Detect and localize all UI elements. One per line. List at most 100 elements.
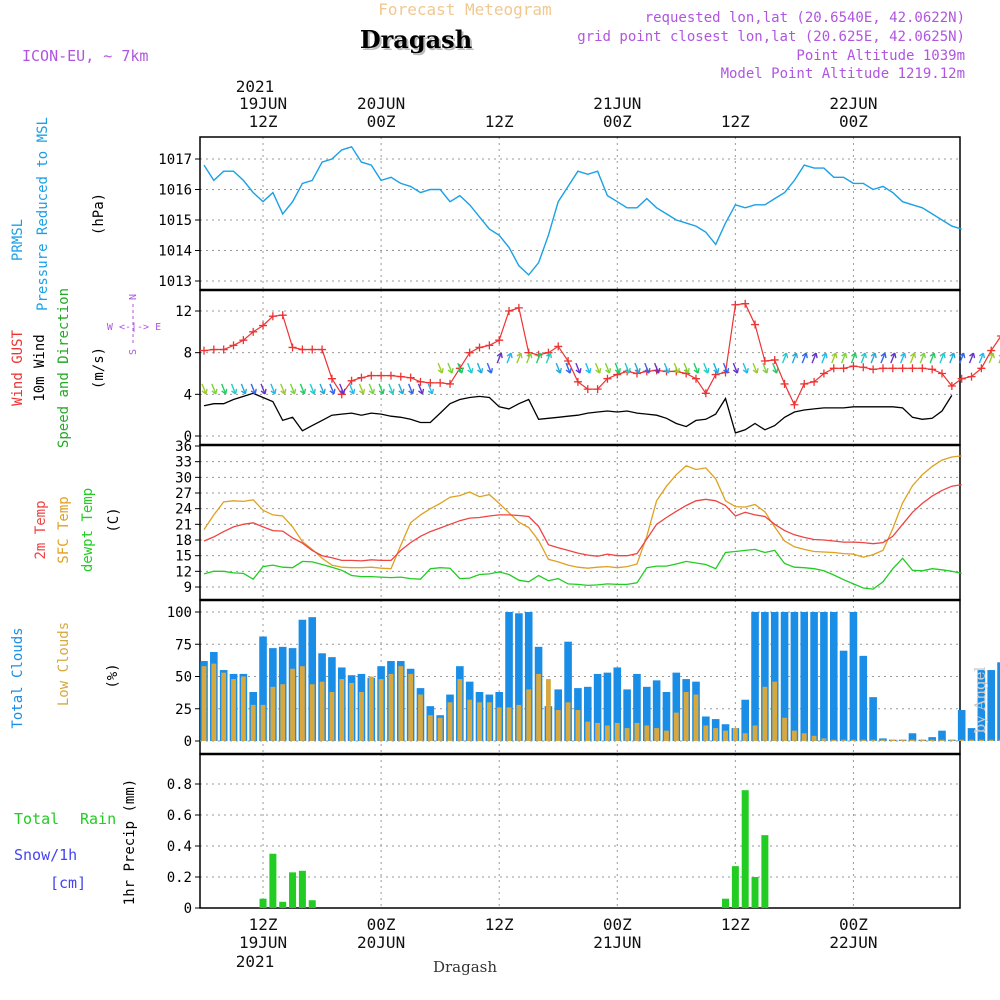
low-cloud-bar <box>792 730 797 741</box>
gust-marker <box>997 335 1000 337</box>
low-cloud-bar <box>516 704 522 741</box>
temp-series <box>203 455 962 590</box>
wind-arrow <box>683 362 689 374</box>
gust-marker <box>200 346 208 355</box>
low-cloud-bar <box>280 684 286 741</box>
gust-marker <box>465 348 474 357</box>
total-cloud-bar <box>987 670 995 741</box>
wind-arrow <box>329 383 335 395</box>
low-cloud-bar <box>851 739 856 741</box>
low-cloud-bar <box>919 739 925 741</box>
gust-marker <box>760 357 769 365</box>
wind-arrow <box>309 383 315 395</box>
t2m-label: 2m Temp <box>33 500 49 559</box>
low-cloud-bar <box>929 739 935 741</box>
wind-arrow <box>457 362 463 374</box>
low-cloud-bar <box>201 666 207 741</box>
wind-arrow <box>585 362 591 374</box>
wind-arrowhead <box>339 388 346 395</box>
wind-arrowhead <box>536 352 543 359</box>
gust-marker <box>947 382 956 390</box>
total-cloud-bar <box>879 738 887 741</box>
total-cloud-bar <box>623 689 631 741</box>
wind-arrowhead <box>959 352 966 359</box>
wind-arrowhead <box>467 367 474 374</box>
bottom-hour-label: 00Z <box>367 915 396 934</box>
low-cloud-bar <box>821 738 827 741</box>
low-cloud-bar <box>398 666 404 741</box>
wind-labels: Wind GUST 10m Wind Speed and Direction (… <box>10 288 161 448</box>
top-hour-label: 00Z <box>603 112 632 131</box>
total-cloud-bar <box>790 612 799 741</box>
gust-marker <box>426 378 435 387</box>
low-cloud-bar <box>339 679 345 741</box>
wind-arrowhead <box>791 352 799 359</box>
wind-arrow <box>722 362 729 374</box>
compass-s: S <box>128 349 139 355</box>
low-cloud-bar <box>988 739 994 741</box>
low-cloud-bar <box>309 684 315 741</box>
gust-marker <box>485 341 494 350</box>
rain-bar <box>289 872 297 908</box>
low-cloud-bar <box>486 702 492 741</box>
low-cloud-label: Low Clouds <box>56 622 72 706</box>
wind-arrowhead <box>418 388 425 395</box>
low-cloud-bar <box>270 686 276 741</box>
gust-marker <box>908 364 917 373</box>
top-hour-label: 00Z <box>367 112 396 131</box>
wind-arrow <box>693 362 699 374</box>
gust-marker <box>396 372 405 381</box>
wind-unit-label: (m/s) <box>91 347 107 389</box>
wind-arrowhead <box>732 367 740 374</box>
pressure-series <box>203 145 962 276</box>
wind-arrow <box>899 352 906 364</box>
gust-marker <box>731 300 740 309</box>
wind10m-line <box>203 392 953 434</box>
wind-arrow <box>840 352 847 364</box>
cloud-ytick-label: 50 <box>175 670 192 686</box>
prmsl-desc-label: Pressure Reduced to MSL <box>35 117 51 311</box>
low-cloud-bar <box>437 717 443 741</box>
rain-bar <box>308 900 316 908</box>
wind-arrowhead <box>723 367 730 374</box>
wind-arrow <box>427 383 433 395</box>
wind-arrowhead <box>486 367 494 374</box>
low-cloud-bar <box>211 663 217 741</box>
wind-arrow <box>250 383 256 395</box>
low-cloud-bar <box>841 739 846 741</box>
low-cloud-bar <box>496 707 502 741</box>
rain-label-b: Rain <box>80 810 116 828</box>
wind-arrowhead <box>801 352 808 359</box>
wind-arrowhead <box>565 367 572 374</box>
wind-arrowhead <box>860 352 867 359</box>
wind-arrow <box>545 352 552 364</box>
t2m-line <box>203 483 962 562</box>
gust-marker <box>495 336 504 345</box>
dewpt-label: dewpt Temp <box>80 488 96 572</box>
wind-arrow <box>653 362 660 374</box>
wind-arrow <box>486 362 493 374</box>
wind-arrowhead <box>299 388 307 395</box>
low-cloud-bar <box>910 739 915 741</box>
total-cloud-bar <box>839 650 848 741</box>
wind-arrow <box>211 383 217 395</box>
wind-arrow <box>713 362 719 374</box>
wind-arrow <box>289 383 296 395</box>
wind-arrow <box>535 352 542 364</box>
gust-marker <box>928 365 937 374</box>
snow-unit-label: [cm] <box>50 874 86 892</box>
low-cloud-bar <box>870 739 876 741</box>
wind-arrowhead <box>752 367 759 374</box>
wind-arrow <box>781 352 788 364</box>
cloud-labels: Total Clouds Low Clouds (%) <box>10 622 121 729</box>
wind-arrowhead <box>201 388 208 395</box>
rain-bar <box>731 866 739 908</box>
wind-arrowhead <box>595 367 602 374</box>
low-cloud-bar <box>585 721 591 741</box>
wind-arrow <box>594 362 601 374</box>
prmsl-line <box>203 145 962 276</box>
wind-arrowhead <box>664 367 671 374</box>
low-cloud-bar <box>477 702 482 741</box>
low-cloud-bar <box>250 704 256 741</box>
wind-arrowhead <box>880 352 887 359</box>
